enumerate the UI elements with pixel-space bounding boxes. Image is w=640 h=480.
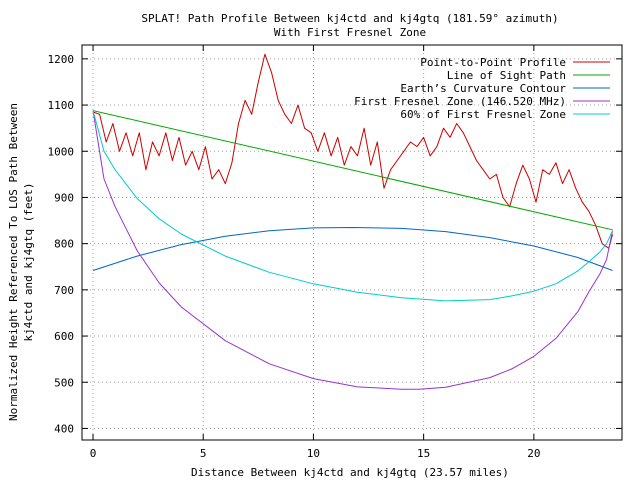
legend-label: First Fresnel Zone (146.520 MHz)	[354, 95, 566, 108]
y-tick-label: 800	[54, 238, 74, 251]
series-line-point-to-point-profile	[92, 53, 613, 249]
y-tick-label: 900	[54, 191, 74, 204]
chart-subtitle: With First Fresnel Zone	[274, 26, 426, 39]
legend-label: Earth’s Curvature Contour	[400, 82, 566, 95]
x-axis-label: Distance Between kj4ctd and kj4gtq (23.5…	[191, 466, 509, 479]
series-line-60-of-first-fresnel-zone	[92, 110, 613, 302]
x-tick-label: 15	[417, 447, 430, 460]
plot-frame	[81, 44, 623, 441]
legend-label: Point-to-Point Profile	[420, 56, 566, 69]
y-tick-label: 400	[54, 422, 74, 435]
y-tick-label: 1200	[48, 53, 75, 66]
chart-title: SPLAT! Path Profile Between kj4ctd and k…	[141, 12, 558, 25]
y-tick-label: 1000	[48, 145, 75, 158]
y-tick-label: 1100	[48, 99, 75, 112]
y-tick-label: 700	[54, 284, 74, 297]
y-tick-label: 500	[54, 376, 74, 389]
series-line-line-of-sight-path	[92, 110, 613, 231]
series-line-earth-s-curvature-contour	[92, 227, 613, 271]
series-line-first-fresnel-zone-146-520-mhz	[92, 110, 613, 390]
y-axis-label-line1: Normalized Height Referenced To LOS Path…	[7, 103, 20, 421]
x-tick-label: 5	[200, 447, 207, 460]
legend-label: 60% of First Fresnel Zone	[400, 108, 566, 121]
series-lines	[92, 53, 613, 390]
y-axis-label-line2: kj4ctd and kj4gtq (feet)	[22, 183, 35, 342]
y-tick-label: 600	[54, 330, 74, 343]
x-tick-label: 10	[307, 447, 320, 460]
x-tick-label: 0	[90, 447, 97, 460]
legend-label: Line of Sight Path	[447, 69, 566, 82]
axis-ticks: 400 500 600 700 800 900 1000 1100 1200 0 5 10 15 20	[48, 45, 622, 460]
x-tick-label: 20	[527, 447, 540, 460]
